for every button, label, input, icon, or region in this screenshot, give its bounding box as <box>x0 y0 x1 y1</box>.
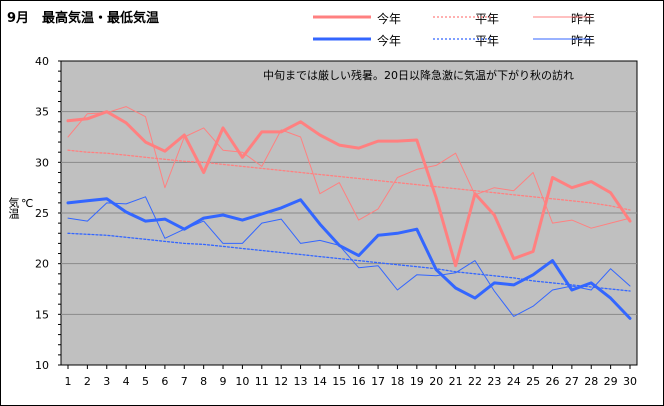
legend-max-last-year: 昨年 <box>571 10 595 27</box>
x-tick-label: 5 <box>142 375 149 388</box>
y-tick-label: 15 <box>35 308 49 321</box>
series-line-min-dotted <box>67 232 631 292</box>
x-tick-label: 10 <box>235 375 249 388</box>
x-tick-label: 29 <box>604 375 618 388</box>
x-tick-label: 7 <box>181 375 188 388</box>
x-tick-label: 28 <box>584 375 598 388</box>
x-tick-label: 27 <box>565 375 579 388</box>
x-tick-label: 3 <box>103 375 110 388</box>
y-tick-label: 25 <box>35 207 49 220</box>
x-tick-label: 12 <box>274 375 288 388</box>
x-tick-label: 2 <box>84 375 91 388</box>
x-tick-label: 24 <box>507 375 521 388</box>
x-tick-label: 15 <box>332 375 346 388</box>
series-line-max-thin <box>67 106 631 229</box>
x-tick-label: 21 <box>449 375 463 388</box>
series-line-max-thick <box>66 110 632 268</box>
legend-label: 今年 <box>377 12 402 26</box>
x-tick-label: 1 <box>65 375 72 388</box>
legend-label: 今年 <box>377 34 402 48</box>
legend-label: 昨年 <box>571 34 596 48</box>
x-tick-label: 4 <box>123 375 130 388</box>
legend-min-last-year: 昨年 <box>571 32 595 49</box>
x-tick-label: 14 <box>313 375 327 388</box>
x-tick-label: 6 <box>161 375 168 388</box>
y-tick-label: 30 <box>35 156 49 169</box>
y-tick-label: 40 <box>35 55 49 68</box>
series-line-min-thin <box>67 196 631 317</box>
series-line-max-dotted <box>67 149 631 211</box>
legend-label: 昨年 <box>571 12 596 26</box>
y-axis-label: 気温 <box>7 197 20 219</box>
legend-min-normal: 平年 <box>475 32 499 49</box>
x-tick-label: 9 <box>220 375 227 388</box>
x-tick-label: 26 <box>545 375 559 388</box>
series-line-min-thick <box>66 197 632 320</box>
x-tick-label: 13 <box>294 375 308 388</box>
legend-label: 平年 <box>475 34 500 48</box>
y-tick-label: 10 <box>35 359 49 372</box>
legend-min-this-year: 今年 <box>377 32 401 49</box>
x-tick-label: 23 <box>487 375 501 388</box>
x-tick-label: 18 <box>390 375 404 388</box>
x-tick-label: 22 <box>468 375 482 388</box>
x-tick-label: 30 <box>623 375 637 388</box>
legend-max-this-year: 今年 <box>377 10 401 27</box>
x-tick-label: 17 <box>371 375 385 388</box>
x-tick-label: 11 <box>255 375 269 388</box>
legend-max-normal: 平年 <box>475 10 499 27</box>
x-tick-label: 25 <box>526 375 540 388</box>
x-tick-label: 8 <box>200 375 207 388</box>
x-tick-label: 16 <box>352 375 366 388</box>
annotation-text: 中旬までは厳しい残暑。20日以降急激に気温が下がり秋の訪れ <box>263 68 574 82</box>
x-tick-label: 20 <box>429 375 443 388</box>
y-axis-unit: ℃ <box>21 197 34 210</box>
chart-title: 9月 最高気温・最低気温 <box>7 11 160 26</box>
y-tick-label: 20 <box>35 258 49 271</box>
x-tick-label: 19 <box>410 375 424 388</box>
legend-label: 平年 <box>475 12 500 26</box>
y-tick-label: 35 <box>35 106 49 119</box>
